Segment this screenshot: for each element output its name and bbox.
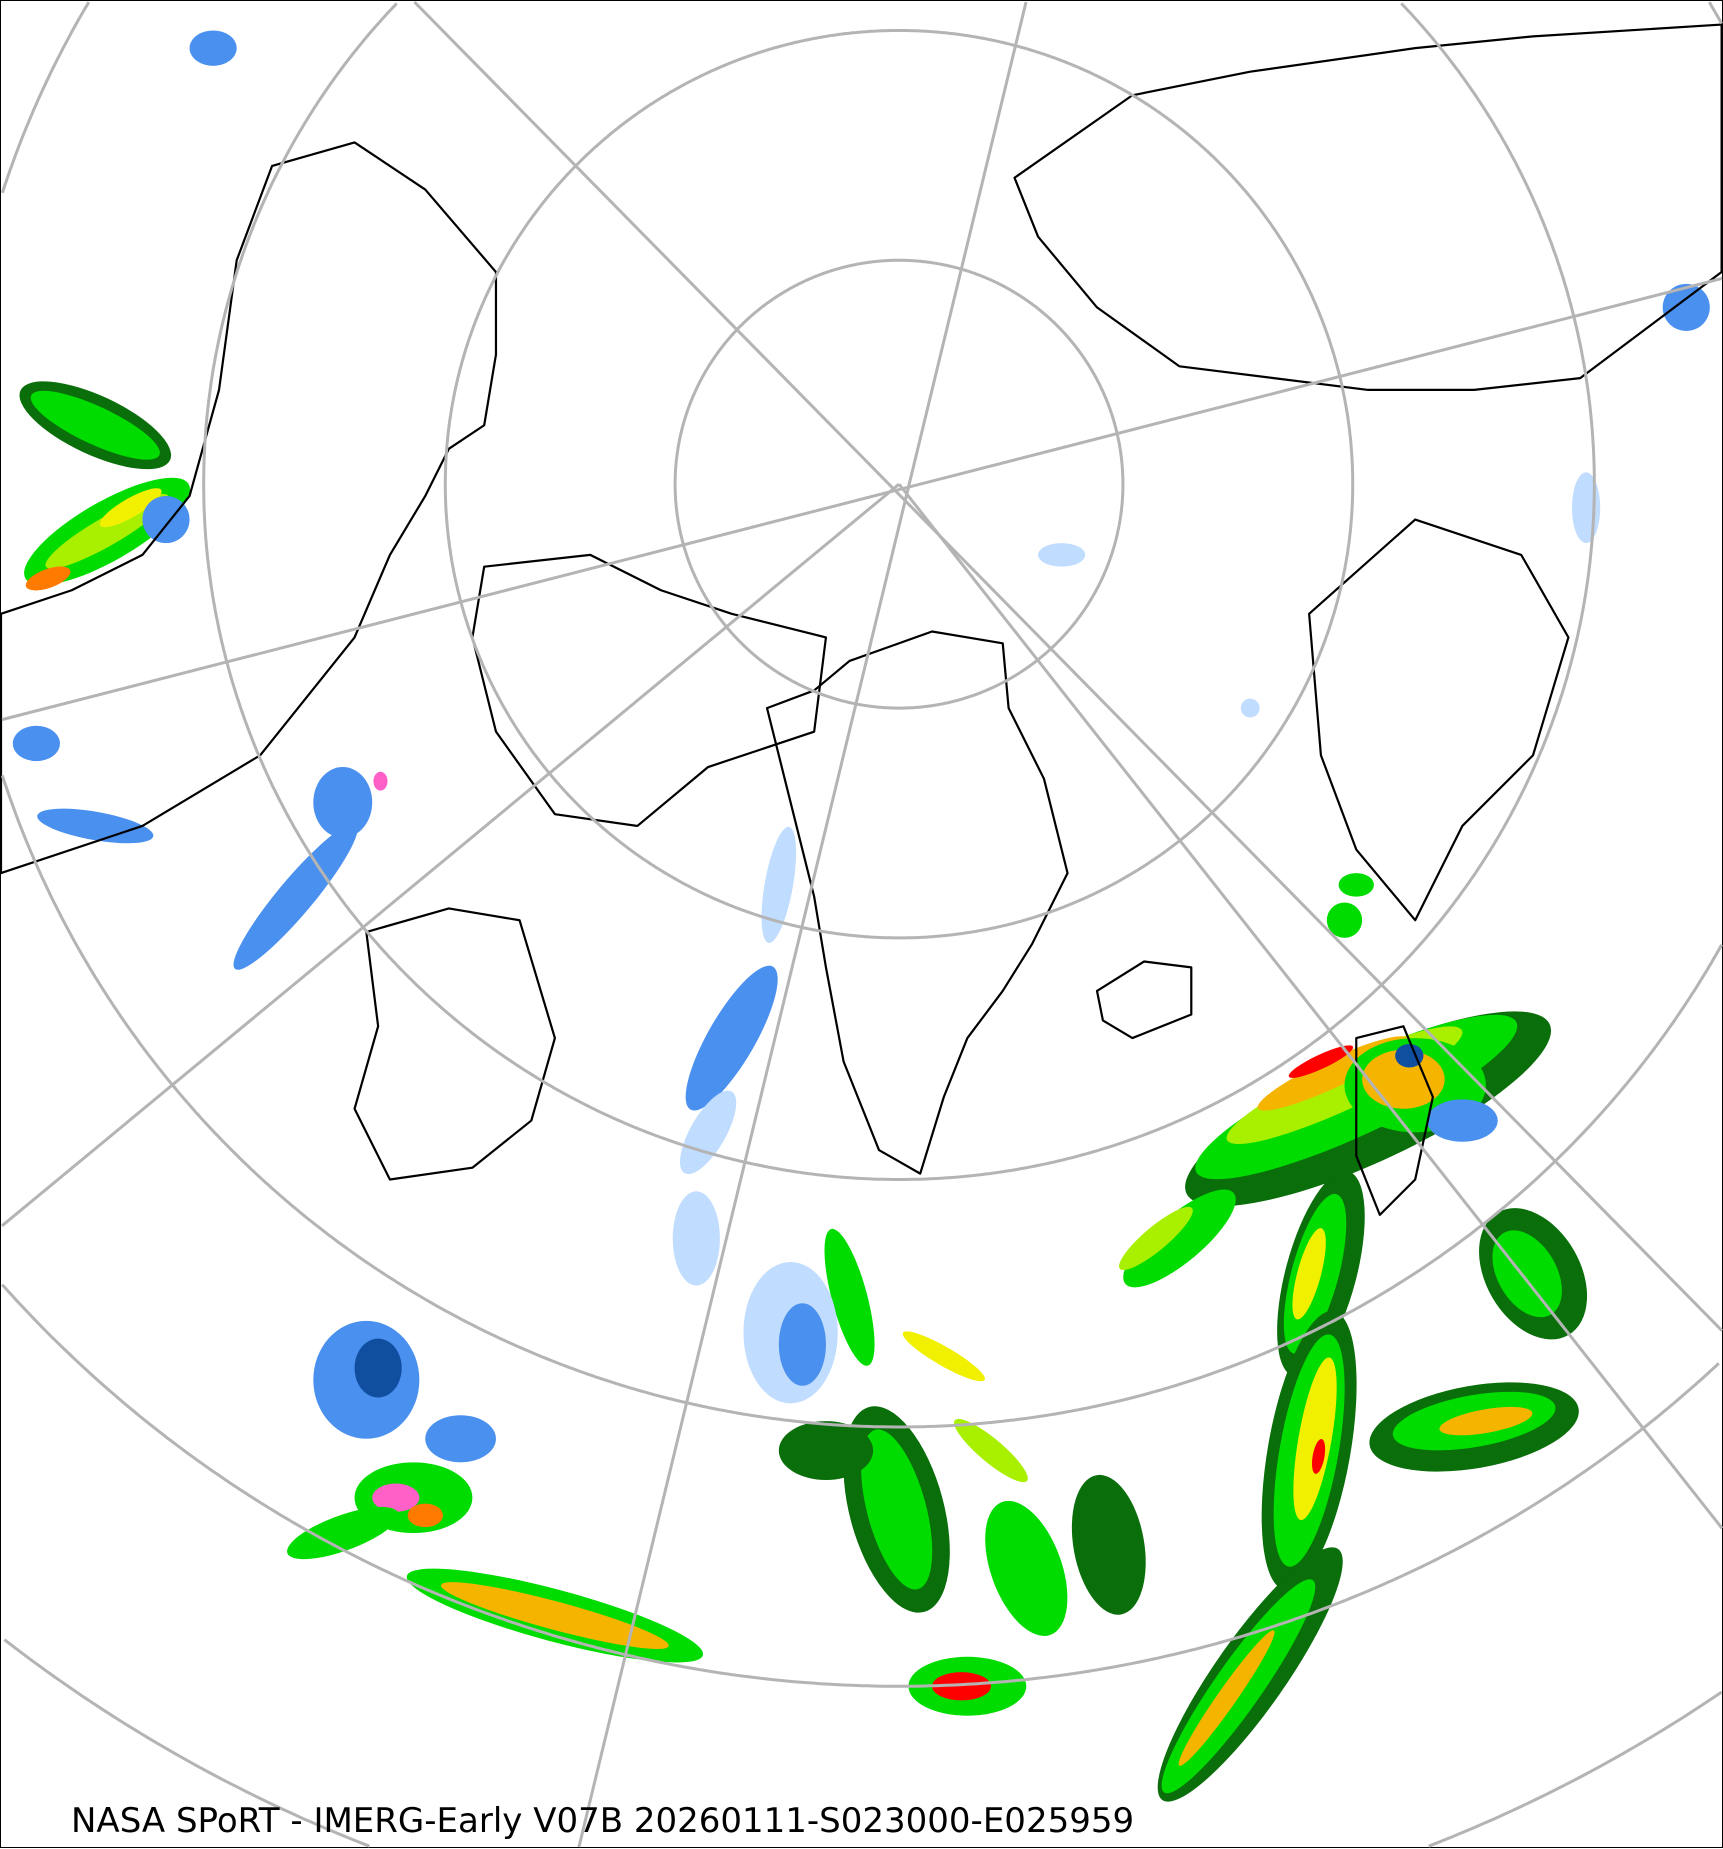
precip-cell-rain-low — [985, 1500, 1068, 1636]
precip-cell-rain-very-heavy — [1311, 1439, 1326, 1474]
precip-cell-rain-low — [1492, 1230, 1562, 1318]
precip-cell-snow-moderate — [1426, 1099, 1498, 1142]
greenland-coastline — [765, 630, 1069, 1175]
map-caption: NASA SPoRT - IMERG-Early V07B 20260111-S… — [71, 1801, 1135, 1841]
precip-cell-rain-moderate-high — [1178, 1630, 1275, 1766]
precip-cell-rain-light — [1071, 1474, 1146, 1615]
precip-cell-snow-light — [672, 1191, 720, 1286]
latitude-circle — [1708, 1, 1723, 25]
precip-cell-rain-moderate-high — [441, 1582, 669, 1649]
precip-cell-mixed — [372, 1483, 420, 1512]
hudson-bay-coastline — [353, 907, 556, 1181]
scandinavia-coastline — [1308, 518, 1570, 922]
precip-cell-rain-low — [287, 1506, 399, 1560]
meridian-line — [897, 483, 1723, 1530]
precip-cell-snow-moderate — [12, 725, 60, 762]
latitude-circle — [1400, 2, 1596, 485]
precip-cell-snow-heavy — [354, 1338, 402, 1398]
precipitation-layer — [12, 30, 1710, 1802]
latitude-circle — [673, 258, 1125, 710]
latitude-circle — [1, 1283, 1720, 1688]
precip-cell-snow-light — [679, 1090, 737, 1175]
british-isles-coastline — [1355, 1025, 1434, 1216]
eurasia-coastline — [1013, 23, 1723, 392]
north-america-coastline — [1, 141, 498, 875]
precip-cell-rain-moderate — [1292, 1228, 1326, 1320]
precip-cell-snow-light — [1038, 543, 1086, 567]
latitude-circle — [1428, 1690, 1723, 1848]
precip-cell-rain-moderate-low — [1119, 1206, 1193, 1271]
meridian-line — [1, 276, 1723, 722]
precip-cell-snow-light — [1240, 698, 1260, 718]
precip-cell-snow-moderate — [142, 495, 190, 544]
iceland-coastline — [1095, 960, 1193, 1040]
precip-cell-mixed — [373, 771, 388, 791]
precip-cell-rain-moderate-high — [1439, 1406, 1533, 1436]
precip-cell-snow-moderate — [778, 1303, 826, 1386]
precip-cell-rain-moderate — [1293, 1357, 1337, 1521]
latitude-circle — [443, 29, 1355, 940]
precip-cell-rain-low — [861, 1429, 933, 1590]
precip-cell-rain-low — [1338, 873, 1374, 897]
coastline-layer — [1, 23, 1723, 1216]
meridian-line — [413, 1, 1723, 1332]
precip-cell-snow-heavy — [1395, 1043, 1424, 1068]
precip-cell-rain-low — [1326, 902, 1363, 938]
precip-cell-rain-moderate-high — [1362, 1049, 1445, 1109]
precip-cell-rain-moderate — [902, 1331, 985, 1382]
precip-cell-rain-low — [824, 1228, 875, 1366]
precip-cell-rain-heavy — [25, 566, 71, 591]
arctic-archipelago-coastline — [471, 553, 828, 828]
precip-cell-snow-moderate — [685, 965, 778, 1111]
latitude-circle — [3, 1638, 370, 1848]
latitude-circle — [1, 1, 91, 194]
latitude-circle — [202, 2, 1596, 1181]
precip-cell-snow-light — [761, 826, 797, 943]
precip-cell-rain-low — [30, 390, 160, 460]
meridian-line — [1, 483, 900, 1227]
precip-cell-rain-light — [778, 1421, 874, 1481]
precip-cell-rain-very-heavy — [1288, 1045, 1354, 1078]
precip-cell-snow-moderate — [37, 808, 154, 844]
precip-cell-snow-moderate — [1662, 283, 1710, 331]
precip-cell-snow-moderate — [425, 1415, 496, 1463]
precip-cell-snow-light — [1571, 472, 1601, 544]
precip-cell-rain-moderate-low — [954, 1418, 1028, 1483]
precip-cell-rain-heavy — [407, 1503, 443, 1528]
meridian-line — [577, 1, 1028, 1848]
precip-cell-rain-moderate — [99, 488, 162, 528]
precip-cell-rain-very-heavy — [932, 1672, 991, 1701]
latitude-circle — [1, 775, 1723, 1429]
precip-cell-snow-moderate — [233, 823, 358, 970]
precip-cell-snow-moderate — [313, 767, 373, 838]
precip-cell-rain-low — [1123, 1189, 1236, 1288]
precip-cell-snow-moderate — [189, 30, 237, 66]
